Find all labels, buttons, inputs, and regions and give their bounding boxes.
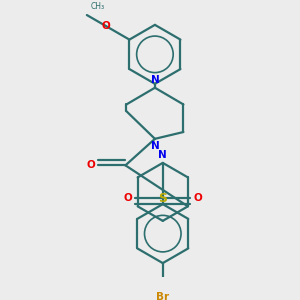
Text: O: O (124, 193, 132, 203)
Text: S: S (158, 192, 167, 205)
Text: N: N (158, 150, 167, 161)
Text: N: N (151, 141, 159, 151)
Text: N: N (151, 75, 159, 85)
Text: Br: Br (156, 292, 169, 300)
Text: O: O (86, 160, 95, 170)
Text: O: O (193, 193, 202, 203)
Text: CH₃: CH₃ (91, 2, 105, 11)
Text: O: O (101, 21, 110, 31)
